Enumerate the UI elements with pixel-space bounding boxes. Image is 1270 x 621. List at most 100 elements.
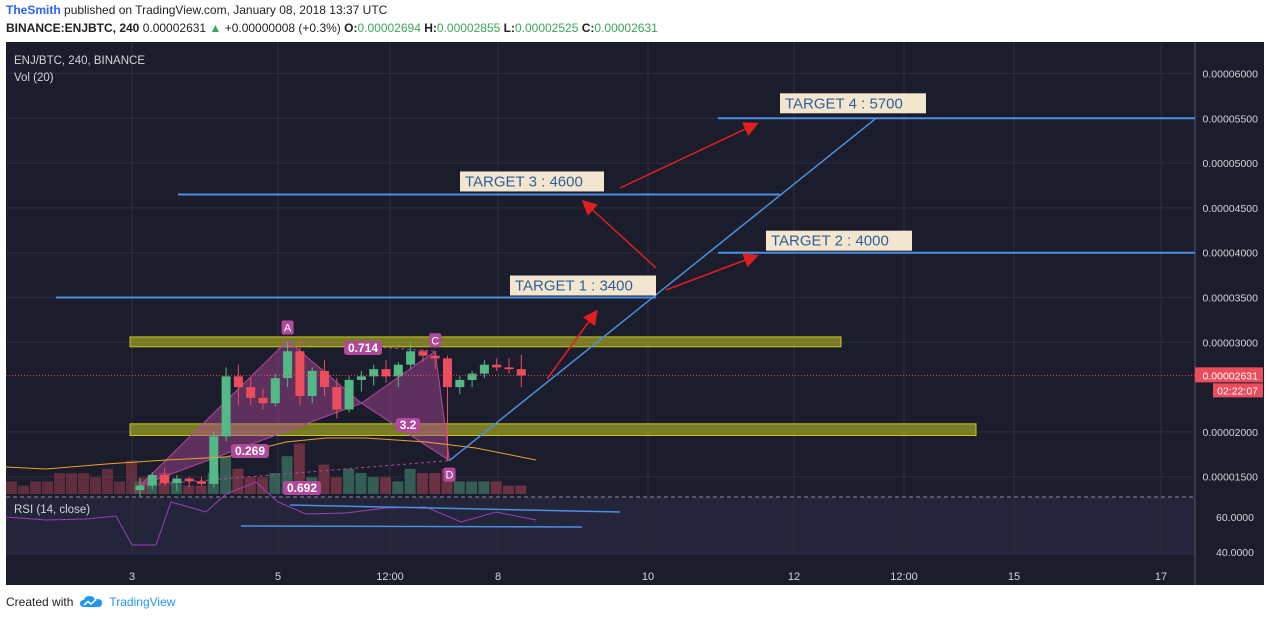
x-tick-label: 8 <box>495 571 501 583</box>
low-value: 0.00002525 <box>514 21 579 35</box>
last-price: 0.00002631 <box>142 21 207 35</box>
volume-bar <box>515 485 527 494</box>
candle-body <box>455 379 465 388</box>
volume-bar <box>54 473 65 494</box>
last-price-label: 0.00002631 <box>1203 370 1259 382</box>
rsi-label: RSI (14, close) <box>14 504 90 516</box>
volume-bar <box>429 473 441 494</box>
volume-bar <box>355 473 367 494</box>
target-label-text: TARGET 4 : 5700 <box>785 95 903 112</box>
target-arrow <box>546 309 598 380</box>
rsi-support-line <box>240 525 583 528</box>
volume-bar <box>138 477 149 494</box>
y-tick-label: 0.00006000 <box>1203 69 1259 81</box>
candle-body <box>344 379 354 410</box>
volume-bar <box>490 481 502 494</box>
target-label-text: TARGET 1 : 3400 <box>515 278 633 295</box>
candle-body <box>307 370 317 397</box>
volume-bar <box>42 481 53 494</box>
candle-body <box>332 387 342 410</box>
pattern-ratio-label: 0.714 <box>344 341 382 355</box>
candle-body <box>160 474 170 483</box>
rsi-tick-label: 60.0000 <box>1216 512 1254 524</box>
x-tick-label: 12:00 <box>376 571 404 583</box>
y-tick-label: 0.00005000 <box>1203 158 1259 170</box>
pattern-ratio-box <box>283 481 321 495</box>
volume-bar <box>220 456 232 494</box>
x-tick-label: 5 <box>275 571 281 583</box>
candle-body <box>184 478 194 482</box>
volume-bar <box>244 477 256 494</box>
pattern-point-box <box>281 320 294 335</box>
x-tick-label: 12 <box>788 571 800 583</box>
volume-ma-line <box>6 437 537 470</box>
volume-bar <box>269 473 281 494</box>
volume-bar <box>416 473 428 494</box>
pattern-point-D: D <box>443 467 456 482</box>
target-arrow <box>619 122 759 189</box>
pattern-point-A: A <box>281 320 294 335</box>
volume-bar <box>343 468 355 494</box>
rsi-line <box>6 481 537 546</box>
candle-body <box>197 481 206 484</box>
candle-body <box>369 369 379 377</box>
pattern-ratio-text: 0.692 <box>287 481 317 495</box>
volume-bar <box>478 481 490 494</box>
symbol-info-line: BINANCE:ENJBTC, 240 0.00002631 ▲ +0.0000… <box>6 21 658 35</box>
volume-bar <box>78 473 89 494</box>
pattern-point-box <box>429 333 442 348</box>
candle-body <box>393 364 403 377</box>
volume-bar <box>114 481 125 494</box>
volume-bar <box>380 477 391 494</box>
target-label-2: TARGET 2 : 4000 <box>766 230 912 251</box>
volume-bar <box>257 477 268 494</box>
close-label: C: <box>581 21 595 35</box>
y-tick-label: 0.00003500 <box>1203 293 1259 305</box>
volume-bar <box>330 477 342 494</box>
candle-body <box>406 351 416 365</box>
volume-bar <box>30 481 41 494</box>
candle-body <box>356 376 366 380</box>
x-tick-label: 17 <box>1155 571 1167 583</box>
y-tick-label: 0.00004000 <box>1203 248 1259 260</box>
candle-body <box>430 355 440 359</box>
chart-title: ENJ/BTC, 240, BINANCE <box>14 55 145 67</box>
candle-body <box>504 367 514 370</box>
candle-body <box>418 351 428 356</box>
author-name[interactable]: TheSmith <box>6 3 61 17</box>
pattern-ratio-text: 3.2 <box>400 418 417 432</box>
countdown-box <box>1213 383 1263 398</box>
time-axis <box>6 555 1195 585</box>
volume-bar <box>392 481 404 494</box>
volume-bar <box>183 485 195 494</box>
candle-body <box>467 373 477 380</box>
volume-bar <box>66 473 77 494</box>
candle-body <box>479 364 489 374</box>
candle-body <box>221 376 231 437</box>
volume-bar <box>367 477 379 494</box>
countdown-label: 02:22:07 <box>1217 385 1258 397</box>
pattern-ratio-label: 0.692 <box>283 481 321 495</box>
target-label-text: TARGET 2 : 4000 <box>771 233 889 250</box>
target-label-box <box>510 275 656 296</box>
x-tick-label: 3 <box>129 571 135 583</box>
support-resistance-zone <box>129 423 977 436</box>
footer: Created with TradingView <box>6 595 175 609</box>
x-tick-label: 12:00 <box>890 571 918 583</box>
low-label: L: <box>503 21 515 35</box>
volume-bar <box>232 468 244 494</box>
volume-bar <box>195 485 207 494</box>
pattern-ratio-box <box>396 418 420 432</box>
price-chart[interactable]: 3 5 12:00 8 10 12 12:00 15 17 0.00006000 0.0000550… <box>6 42 1264 585</box>
volume-bar <box>281 456 293 494</box>
tradingview-link[interactable]: TradingView <box>109 595 176 609</box>
candle-body <box>233 376 243 388</box>
target-label-3: TARGET 3 : 4600 <box>460 171 604 192</box>
y-tick-label: 0.00004500 <box>1203 203 1259 215</box>
candle-body <box>381 369 391 377</box>
pattern-ratio-box <box>231 444 269 458</box>
candle-body <box>135 485 145 491</box>
candle-body <box>295 351 305 397</box>
trend-line <box>449 117 877 462</box>
candle-body <box>283 351 293 379</box>
